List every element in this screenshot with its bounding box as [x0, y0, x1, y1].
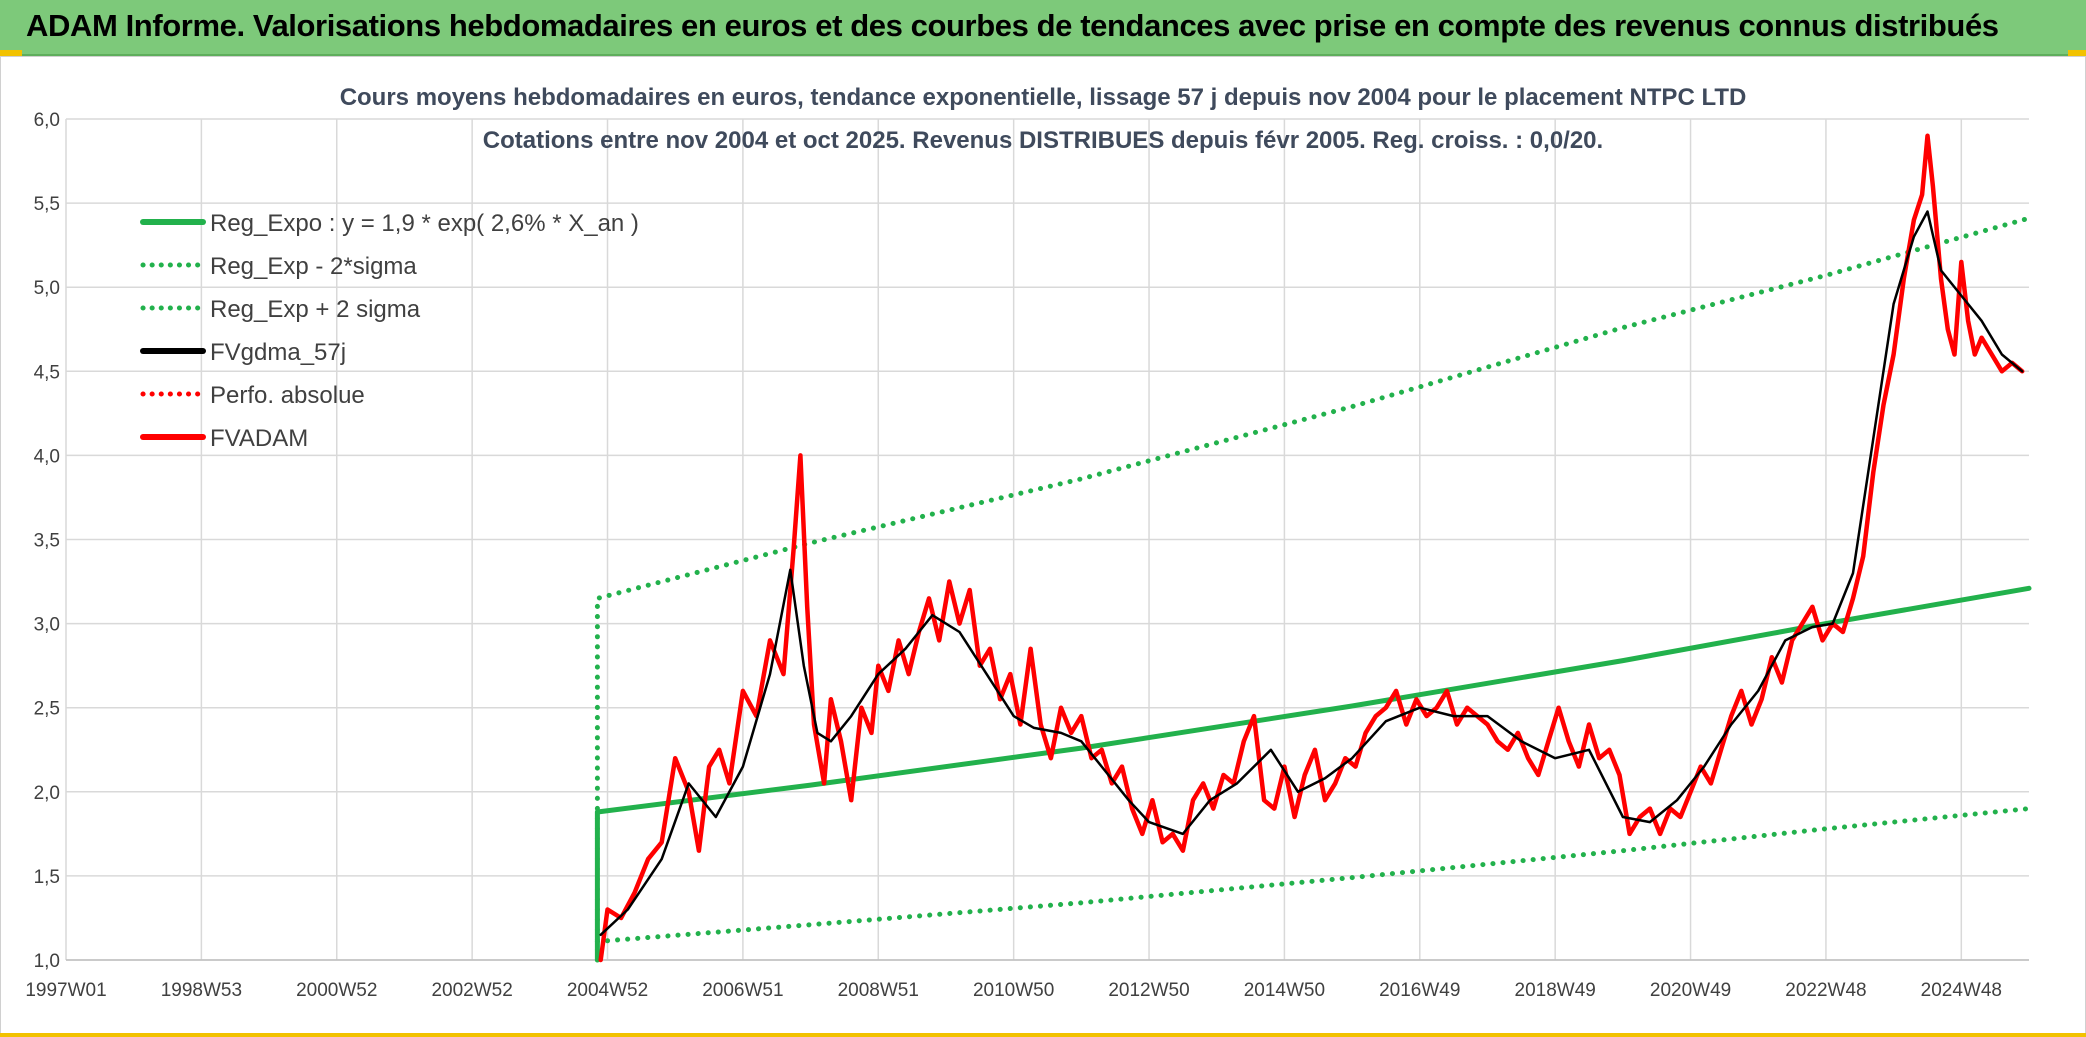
- x-tick-label: 2024W48: [1921, 980, 2002, 1001]
- series-layer: [594, 133, 2032, 963]
- y-tick-label: 2,5: [34, 699, 60, 720]
- legend-label: FVADAM: [210, 425, 308, 452]
- series-line-5: [598, 133, 2025, 963]
- legend-label: Reg_Exp - 2*sigma: [210, 253, 417, 280]
- chart-subtitle: Cotations entre nov 2004 et oct 2025. Re…: [483, 127, 1603, 154]
- chart-area: Cours moyens hebdomadaires en euros, ten…: [0, 56, 2086, 1037]
- y-tick-label: 6,0: [34, 110, 60, 131]
- y-tick-label: 3,0: [34, 615, 60, 636]
- x-tick-label: 1998W53: [161, 980, 242, 1001]
- title-bar-accent-left: [0, 50, 22, 56]
- chart-title: Cours moyens hebdomadaires en euros, ten…: [340, 84, 1747, 111]
- y-axis-ticks: 1,0 1,5 2,0 2,5 3,0 3,5 4,0 4,5 5,0 5,5 6,0: [34, 110, 60, 972]
- series-line-0: [594, 585, 2032, 963]
- x-tick-label: 2018W49: [1515, 980, 1596, 1001]
- x-tick-label: 1997W01: [25, 980, 106, 1001]
- x-tick-label: 2002W52: [431, 980, 512, 1001]
- legend: Reg_Expo : y = 1,9 * exp( 2,6% * X_an ) R…: [140, 210, 639, 452]
- x-tick-label: 2004W52: [567, 980, 648, 1001]
- y-tick-label: 5,5: [34, 194, 60, 215]
- x-tick-label: 2016W49: [1379, 980, 1460, 1001]
- chart-svg: Cours moyens hebdomadaires en euros, ten…: [25, 84, 2032, 1001]
- grid-lines: [65, 118, 2029, 961]
- x-tick-label: 2022W48: [1785, 980, 1866, 1001]
- title-bar: ADAM Informe. Valorisations hebdomadaire…: [0, 0, 2086, 56]
- page-title: ADAM Informe. Valorisations hebdomadaire…: [26, 8, 1999, 43]
- title-bar-accent-right: [2068, 50, 2086, 56]
- bottom-accent-bar: [0, 1033, 2086, 1037]
- x-tick-label: 2000W52: [296, 980, 377, 1001]
- legend-label: Reg_Expo : y = 1,9 * exp( 2,6% * X_an ): [210, 210, 639, 237]
- series-line-1: [594, 806, 2032, 944]
- y-tick-label: 5,0: [34, 278, 60, 299]
- y-tick-label: 4,0: [34, 446, 60, 467]
- y-tick-label: 3,5: [34, 531, 60, 552]
- y-tick-label: 1,5: [34, 867, 60, 888]
- series-line-2: [594, 215, 2032, 963]
- x-tick-label: 2014W50: [1244, 980, 1325, 1001]
- y-tick-label: 1,0: [34, 951, 60, 972]
- y-tick-label: 4,5: [34, 362, 60, 383]
- x-tick-label: 2010W50: [973, 980, 1054, 1001]
- legend-label: Perfo. absolue: [210, 382, 365, 409]
- x-tick-label: 2006W51: [702, 980, 783, 1001]
- y-tick-label: 2,0: [34, 783, 60, 804]
- x-tick-label: 2008W51: [838, 980, 919, 1001]
- x-axis-ticks: 1997W01 1998W53 2000W52 2002W52 2004W52 2006W…: [25, 980, 2002, 1001]
- legend-label: Reg_Exp + 2 sigma: [210, 296, 421, 323]
- series-line-3: [599, 210, 2024, 937]
- legend-label: FVgdma_57j: [210, 339, 346, 366]
- x-tick-label: 2012W50: [1108, 980, 1189, 1001]
- x-tick-label: 2020W49: [1650, 980, 1731, 1001]
